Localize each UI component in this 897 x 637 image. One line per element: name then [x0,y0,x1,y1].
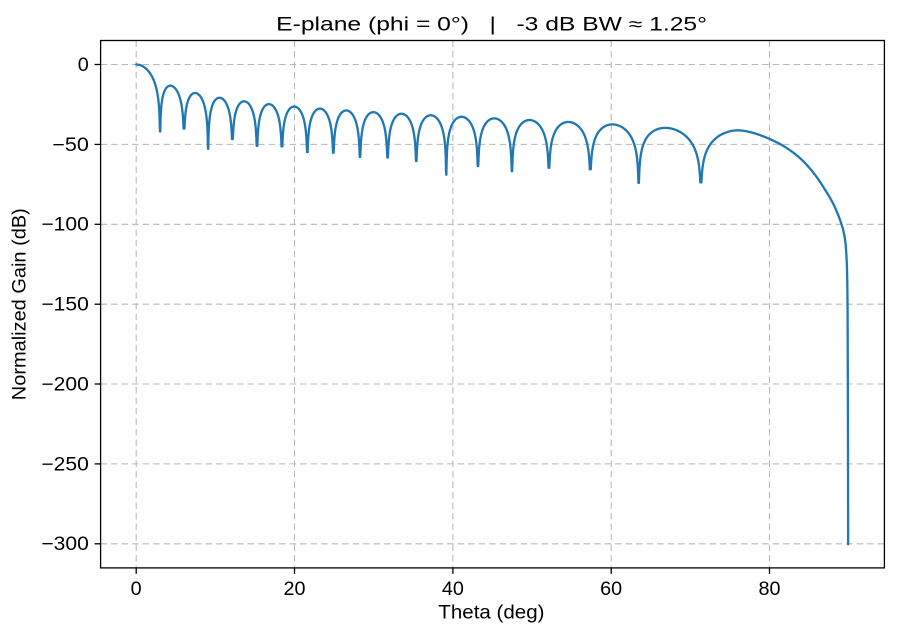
svg-text:−200: −200 [41,374,88,395]
svg-text:−250: −250 [41,454,88,475]
svg-text:20: 20 [284,579,306,600]
svg-text:40: 40 [442,579,464,600]
svg-text:−300: −300 [41,534,88,555]
svg-text:60: 60 [600,579,622,600]
svg-text:−100: −100 [41,215,88,236]
svg-text:E-plane (phi = 0°) | -3 dB: E-plane (phi = 0°) | -3 dB BW ≈ 1.25° [276,15,707,36]
svg-text:Theta (deg): Theta (deg) [438,603,544,624]
svg-text:0: 0 [131,579,142,600]
svg-text:Normalized Gain (dB): Normalized Gain (dB) [9,208,30,400]
svg-text:−150: −150 [41,295,88,316]
svg-text:−50: −50 [52,135,89,156]
svg-text:0: 0 [78,55,89,76]
svg-text:80: 80 [759,579,781,600]
